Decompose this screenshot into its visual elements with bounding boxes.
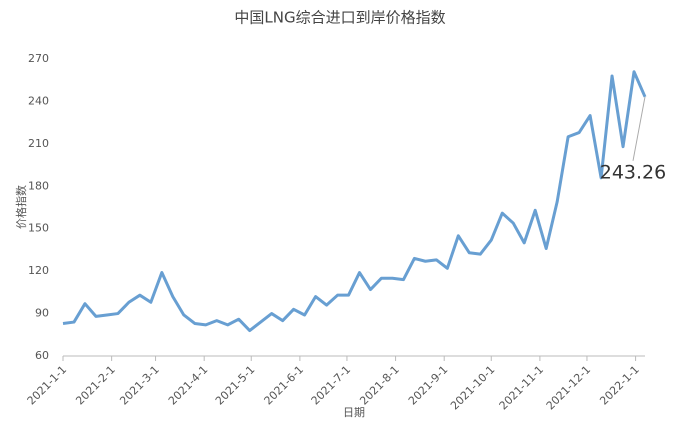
y-tick-label: 90 — [35, 307, 49, 320]
y-tick-label: 270 — [28, 52, 49, 65]
chart-title: 中国LNG综合进口到岸价格指数 — [234, 9, 445, 27]
x-tick-label: 2021-2-1 — [73, 363, 118, 408]
y-tick-label: 150 — [28, 222, 49, 235]
annotation-leader — [632, 96, 646, 161]
x-tick-label: 2021-11-1 — [497, 363, 546, 412]
y-tick-label: 60 — [35, 349, 49, 362]
x-tick-label: 2021-4-1 — [166, 363, 211, 408]
x-tick-label: 2021-5-1 — [213, 363, 258, 408]
x-tick-label: 2021-7-1 — [309, 363, 354, 408]
x-tick-label: 2021-10-1 — [448, 363, 497, 412]
data-label: 243.26 — [600, 161, 666, 183]
y-axis-label: 价格指数 — [14, 185, 28, 229]
x-tick-label: 2021-12-1 — [544, 363, 593, 412]
y-tick-label: 180 — [28, 179, 49, 192]
x-tick-label: 2021-3-1 — [117, 363, 162, 408]
x-axis-label: 日期 — [343, 406, 365, 419]
x-tick-label: 2021-1-1 — [25, 363, 70, 408]
y-tick-label: 210 — [28, 137, 49, 150]
x-tick-label: 2021-8-1 — [357, 363, 402, 408]
y-tick-label: 240 — [28, 94, 49, 107]
x-tick-label: 2021-9-1 — [406, 363, 451, 408]
line — [62, 70, 647, 333]
x-tick-label: 2021-6-1 — [262, 363, 307, 408]
y-tick-label: 120 — [28, 264, 49, 277]
x-tick-label: 2022-1-1 — [597, 363, 642, 408]
